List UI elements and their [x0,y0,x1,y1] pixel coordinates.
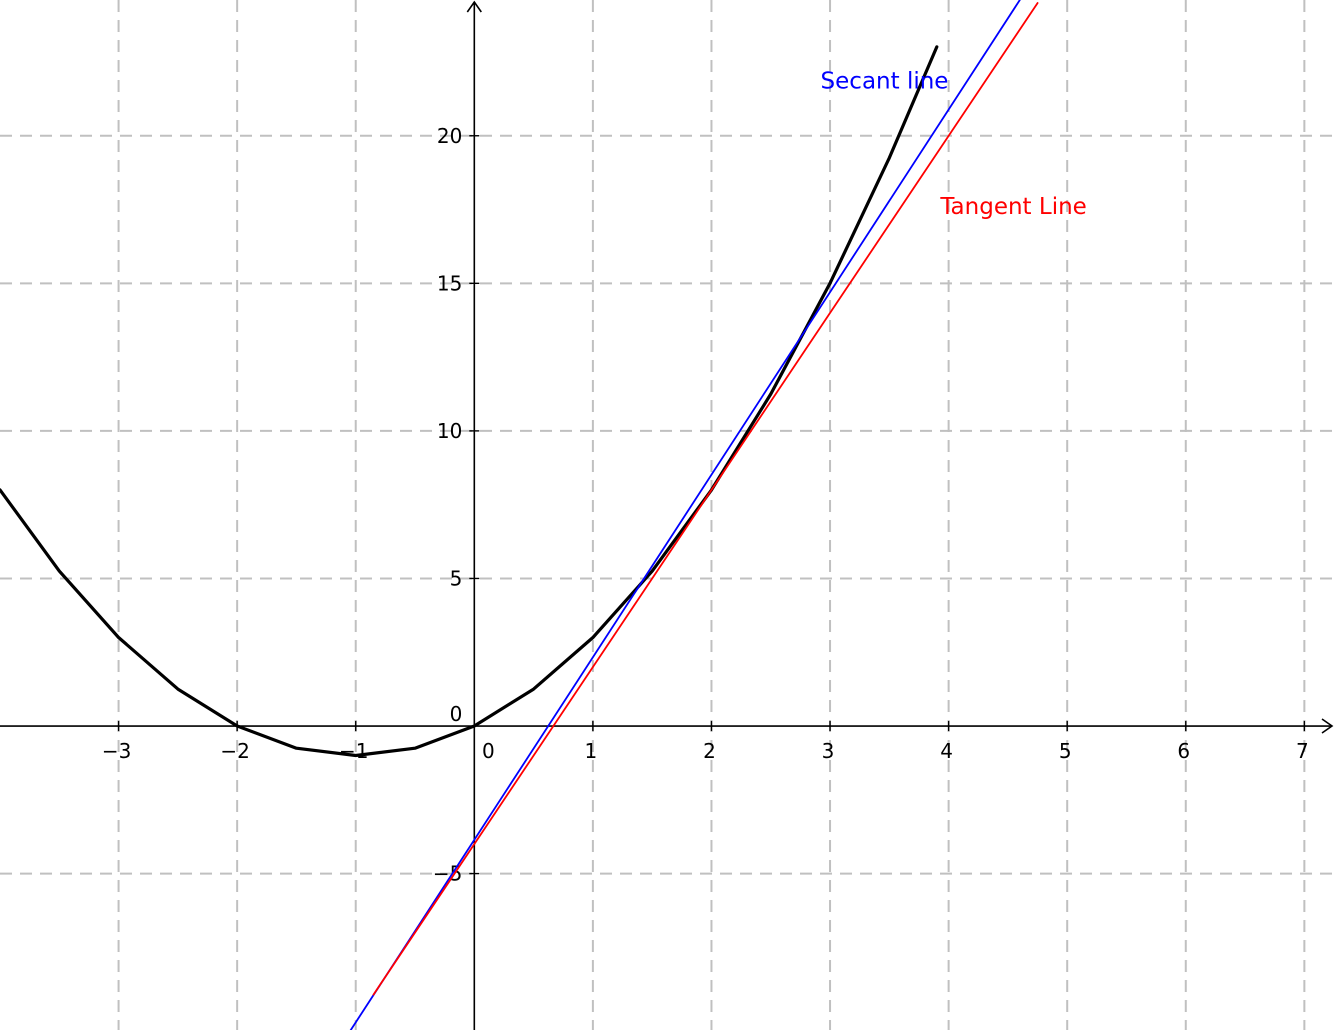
series [0,0,1039,1030]
x-tick-label: −2 [220,739,249,763]
x-tick-label: 3 [822,739,835,763]
line-labels: Secant line Tangent Line [821,69,1087,220]
x-axis-arrow [1321,718,1334,734]
curve-line [0,45,939,758]
x-tick-label: 6 [1177,739,1190,763]
y-tick-label: 5 [450,566,463,590]
x-tick-label: 5 [1059,739,1072,763]
x-tick-label: 4 [940,739,953,763]
x-tick-label: −1 [339,739,368,763]
y-tick-label: 10 [437,419,462,443]
x-tick-label: 7 [1296,739,1309,763]
x-tick-label: 0 [482,739,495,763]
y-tick-label: 0 [450,702,463,726]
y-axis-arrow [466,0,482,13]
line-label-secant-line: Secant line [821,69,949,95]
x-tick-label: 1 [585,739,598,763]
tangent-line [372,2,1039,996]
y-tick-label: 20 [437,124,462,148]
line-label-tangent-line: Tangent Line [939,194,1087,220]
y-tick-label: 15 [437,271,462,295]
x-tick-label: −3 [102,739,131,763]
secant-line [349,0,1021,1030]
x-tick-label: 2 [703,739,716,763]
